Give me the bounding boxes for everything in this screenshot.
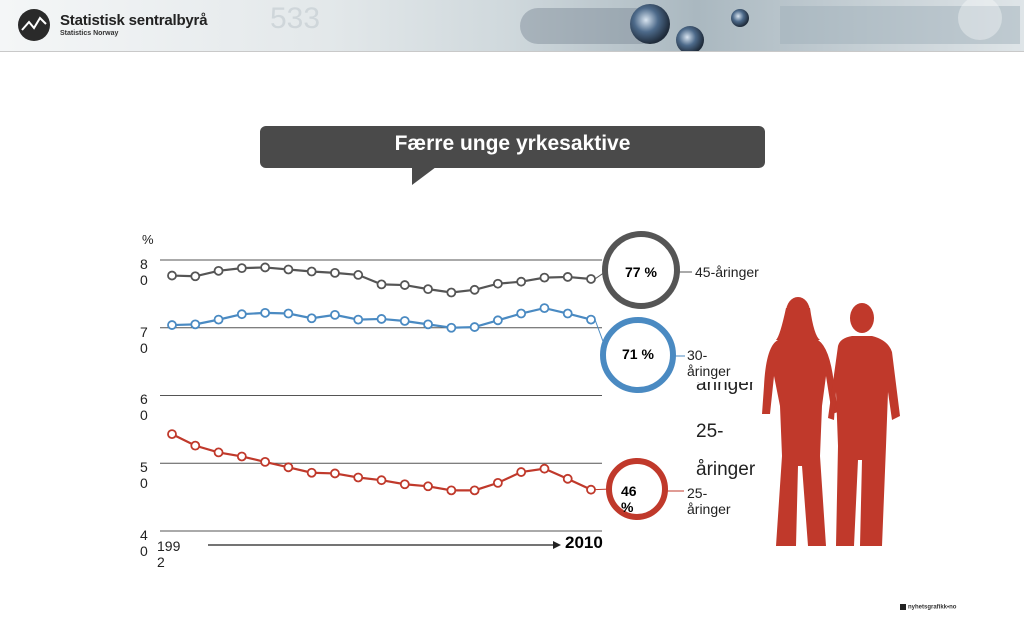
data-point-1-4 xyxy=(260,307,271,318)
x-start-label: 199 2 xyxy=(157,538,181,570)
data-point-0-0 xyxy=(167,270,177,281)
data-point-1-6 xyxy=(306,313,317,324)
data-point-1-3 xyxy=(236,309,247,320)
banner-orb-2 xyxy=(676,26,704,52)
banner-orb-3 xyxy=(731,9,749,27)
data-point-2-8 xyxy=(353,472,364,483)
data-point-0-14 xyxy=(492,278,503,289)
data-point-0-4 xyxy=(260,262,271,273)
x-axis-arrowhead xyxy=(553,541,561,549)
data-point-0-9 xyxy=(376,279,387,290)
data-point-1-5 xyxy=(283,308,294,319)
ghost-label-c: åringer xyxy=(696,459,756,480)
people-silhouettes xyxy=(762,297,900,546)
data-point-0-18 xyxy=(586,274,596,284)
data-point-0-15 xyxy=(516,276,527,287)
series-label-25: 25- åringer xyxy=(687,485,731,517)
chart-title: Færre unge yrkesaktive xyxy=(260,126,765,168)
data-point-1-12 xyxy=(446,322,457,333)
end-value-45: 77 % xyxy=(625,264,657,280)
end-circle-0 xyxy=(602,231,680,309)
series-label-45: 45-åringer xyxy=(695,264,759,280)
data-point-2-7 xyxy=(330,468,340,479)
data-point-0-13 xyxy=(469,284,480,295)
data-point-0-10 xyxy=(399,280,410,290)
svg-text:533: 533 xyxy=(270,2,320,35)
logo-icon xyxy=(18,9,50,41)
data-point-2-17 xyxy=(562,473,573,484)
data-point-2-6 xyxy=(306,467,317,478)
data-point-1-10 xyxy=(399,316,410,326)
data-point-0-5 xyxy=(283,264,294,275)
data-point-1-2 xyxy=(213,314,224,325)
data-point-2-12 xyxy=(446,485,457,496)
woman-figure xyxy=(762,297,838,546)
data-point-2-4 xyxy=(260,456,271,467)
data-point-1-1 xyxy=(190,319,201,330)
header-banner: 533 Statistisk sentralbyrå Statistics No… xyxy=(0,0,1024,52)
data-point-0-17 xyxy=(562,272,573,282)
data-point-2-11 xyxy=(423,481,433,492)
banner-graphic: 533 xyxy=(0,0,1024,52)
data-point-1-15 xyxy=(516,308,527,319)
data-point-0-1 xyxy=(190,271,201,282)
end-value-25: 46% xyxy=(621,483,637,515)
banner-orb-1 xyxy=(630,4,670,44)
end-circle-2 xyxy=(606,458,668,520)
data-point-1-16 xyxy=(539,303,550,314)
data-point-2-3 xyxy=(236,451,247,462)
data-point-0-2 xyxy=(213,265,224,276)
data-point-0-6 xyxy=(306,266,317,277)
org-subtitle: Statistics Norway xyxy=(60,30,119,37)
data-point-2-18 xyxy=(586,484,596,495)
data-point-2-14 xyxy=(492,477,503,488)
data-point-1-14 xyxy=(492,315,503,326)
end-value-30: 71 % xyxy=(622,346,654,362)
data-point-0-16 xyxy=(539,272,550,283)
org-name: Statistisk sentralbyrå xyxy=(60,12,208,29)
data-point-0-8 xyxy=(353,270,364,280)
data-point-1-11 xyxy=(423,319,433,330)
data-point-0-7 xyxy=(330,267,340,278)
data-point-1-9 xyxy=(376,314,387,324)
data-point-1-17 xyxy=(562,308,573,319)
end-circle-1 xyxy=(600,317,676,393)
ghost-label-a: åringer xyxy=(696,382,756,394)
data-point-2-1 xyxy=(190,440,201,451)
data-point-1-7 xyxy=(330,309,340,320)
data-point-2-15 xyxy=(516,467,527,477)
data-point-2-2 xyxy=(213,447,224,458)
man-figure xyxy=(828,303,900,546)
data-point-2-5 xyxy=(283,462,294,473)
data-point-2-13 xyxy=(469,485,480,496)
credit-mark-icon xyxy=(900,604,906,610)
data-point-2-9 xyxy=(376,475,387,486)
data-point-1-18 xyxy=(586,314,596,325)
data-point-0-3 xyxy=(236,263,247,274)
data-point-0-12 xyxy=(446,287,457,298)
data-point-2-16 xyxy=(539,463,550,474)
data-point-1-13 xyxy=(469,322,480,332)
ghost-label-b: 25- xyxy=(696,421,724,442)
data-point-2-10 xyxy=(399,479,410,490)
data-point-1-0 xyxy=(167,320,177,330)
data-point-1-8 xyxy=(353,314,364,325)
brand: Statistisk sentralbyrå Statistics Norway xyxy=(60,12,208,37)
series-label-30: 30- åringer xyxy=(687,347,731,379)
y-axis-unit: % xyxy=(142,232,154,247)
data-point-0-11 xyxy=(423,284,433,295)
x-end-label: 2010 xyxy=(565,533,603,552)
footer-credit: nyhetsgrafikk•no xyxy=(900,604,956,611)
title-callout-tail xyxy=(412,167,436,185)
data-point-2-0 xyxy=(167,429,177,440)
